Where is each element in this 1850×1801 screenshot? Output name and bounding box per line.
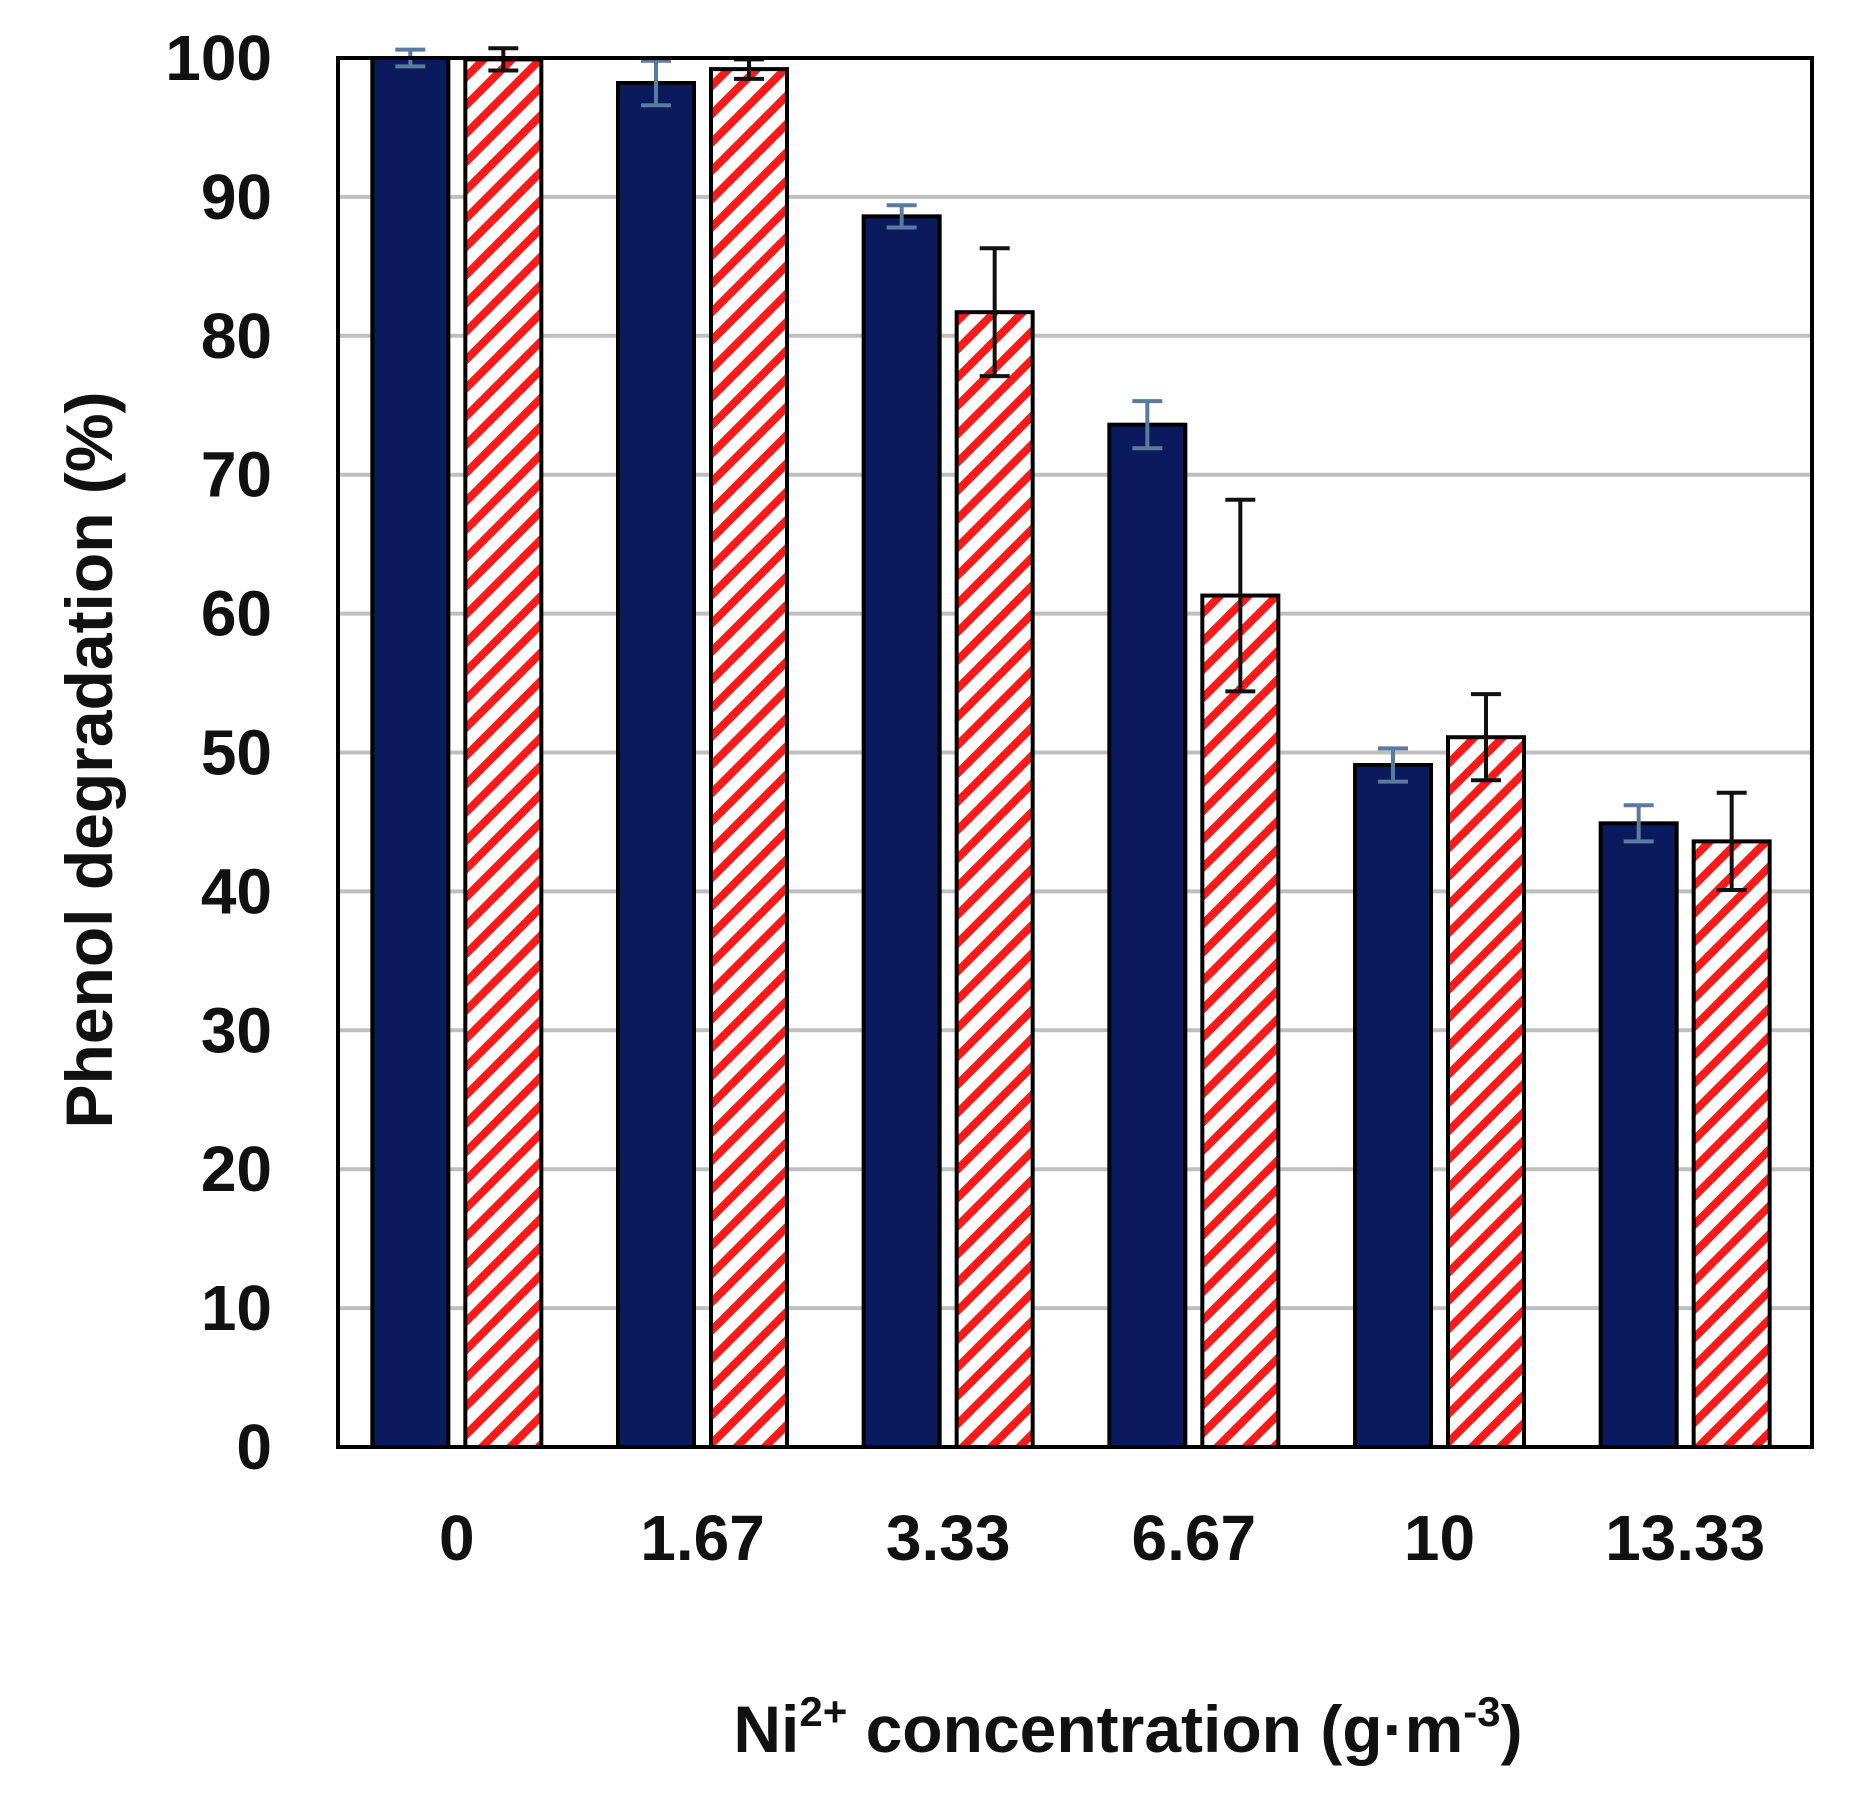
error-bar-series-2 bbox=[1471, 692, 1501, 783]
y-tick-label: 20 bbox=[201, 1133, 272, 1205]
error-bar-series-1 bbox=[1623, 803, 1654, 844]
bar-series-2 bbox=[709, 67, 789, 1449]
x-axis-title-sup-2: -3 bbox=[1463, 1688, 1500, 1735]
x-tick-label: 6.67 bbox=[1132, 1502, 1257, 1574]
bar-series-1 bbox=[370, 56, 451, 1449]
y-tick-labels: 0 10 20 30 40 50 60 70 80 90 100 bbox=[165, 22, 272, 1483]
x-axis-title-end: ) bbox=[1501, 1692, 1523, 1766]
error-bar-series-1 bbox=[886, 203, 917, 230]
gridlines bbox=[338, 194, 1812, 1311]
bar-series-1 bbox=[861, 214, 942, 1450]
bar-series-1 bbox=[616, 81, 696, 1450]
plot-area-frame bbox=[336, 56, 1814, 1449]
error-bar-series-2 bbox=[979, 246, 1010, 379]
x-tick-label: 0 bbox=[439, 1502, 475, 1574]
x-tick-labels: 0 1.67 3.33 6.67 10 13.33 bbox=[439, 1502, 1765, 1574]
y-tick-label: 90 bbox=[201, 161, 272, 233]
y-tick-label: 30 bbox=[201, 994, 272, 1066]
y-tick-label: 60 bbox=[201, 578, 272, 650]
x-axis-title-base: Ni bbox=[733, 1692, 799, 1766]
bar-series-1 bbox=[1107, 422, 1188, 1450]
x-axis-title-middle: concentration (g·m bbox=[847, 1692, 1463, 1766]
x-axis-title-sup: 2+ bbox=[799, 1688, 847, 1735]
x-tick-label: 3.33 bbox=[886, 1502, 1011, 1574]
x-tick-label: 10 bbox=[1404, 1502, 1475, 1574]
error-bar-series-2 bbox=[1225, 497, 1256, 694]
x-tick-label: 1.67 bbox=[640, 1502, 765, 1574]
x-axis-title: Ni2+ concentration (g·m-3) bbox=[733, 1688, 1522, 1766]
y-tick-label: 50 bbox=[201, 717, 272, 789]
bar-series-2 bbox=[1446, 735, 1526, 1449]
bar-series-2 bbox=[463, 57, 544, 1449]
error-bar-series-2 bbox=[1716, 790, 1747, 893]
bar-series-2 bbox=[1691, 839, 1772, 1449]
x-tick-label: 13.33 bbox=[1605, 1502, 1765, 1574]
bar-series-2 bbox=[954, 310, 1035, 1449]
error-bar-series-1 bbox=[1378, 746, 1408, 784]
y-tick-label: 40 bbox=[201, 855, 272, 927]
bar-series-1 bbox=[1353, 763, 1433, 1449]
y-axis-title: Phenol degradation (%) bbox=[52, 391, 126, 1128]
y-tick-label: 100 bbox=[165, 22, 272, 94]
y-tick-label: 0 bbox=[236, 1411, 272, 1483]
y-tick-label: 10 bbox=[201, 1272, 272, 1344]
error-bar-series-1 bbox=[641, 58, 671, 108]
bar-series-1 bbox=[1598, 821, 1679, 1449]
y-tick-label: 80 bbox=[201, 300, 272, 372]
error-bar-series-1 bbox=[1132, 399, 1163, 451]
bar-series-2 bbox=[1200, 593, 1281, 1449]
error-bars bbox=[395, 46, 1747, 893]
y-tick-label: 70 bbox=[201, 439, 272, 511]
bars bbox=[370, 56, 1772, 1450]
